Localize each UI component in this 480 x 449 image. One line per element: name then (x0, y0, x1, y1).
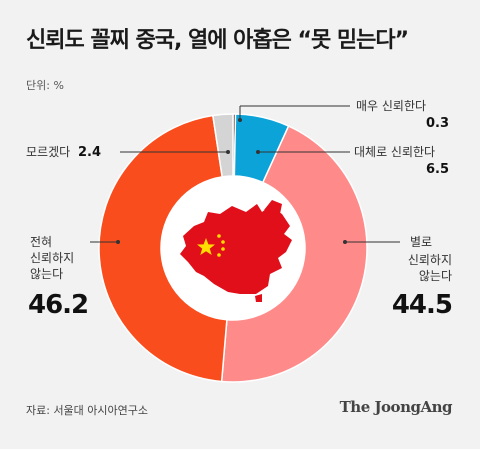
value-very-trust: 0.3 (426, 116, 450, 131)
leader-dots (116, 118, 347, 244)
china-map-icon (180, 200, 292, 302)
source-note: 자료: 서울대 아시아연구소 (26, 404, 149, 417)
label-dont-know: 모르겠다 2.4 (26, 145, 102, 160)
value-somewhat-trust: 6.5 (426, 162, 450, 177)
label-somewhat-trust: 대체로 신뢰한다 (354, 145, 436, 159)
label-very-trust: 매우 신뢰한다 (356, 99, 427, 113)
brand-logo: The JoongAng (339, 398, 453, 416)
value-not-at-all: 46.2 (28, 290, 89, 320)
label-not-much: 별로 (410, 235, 433, 249)
chart-title: 신뢰도 꼴찌 중국, 열에 아홉은 “못 믿는다” (26, 28, 409, 53)
unit-label: 단위: % (26, 79, 64, 92)
donut-slices (98, 113, 368, 383)
label-not-at-all: 전혀 신뢰하지 않는다 (30, 235, 75, 281)
label-not-much-rest: 신뢰하지 않는다 (407, 253, 452, 283)
leader-lines (90, 105, 400, 243)
value-not-much: 44.5 (391, 290, 453, 320)
